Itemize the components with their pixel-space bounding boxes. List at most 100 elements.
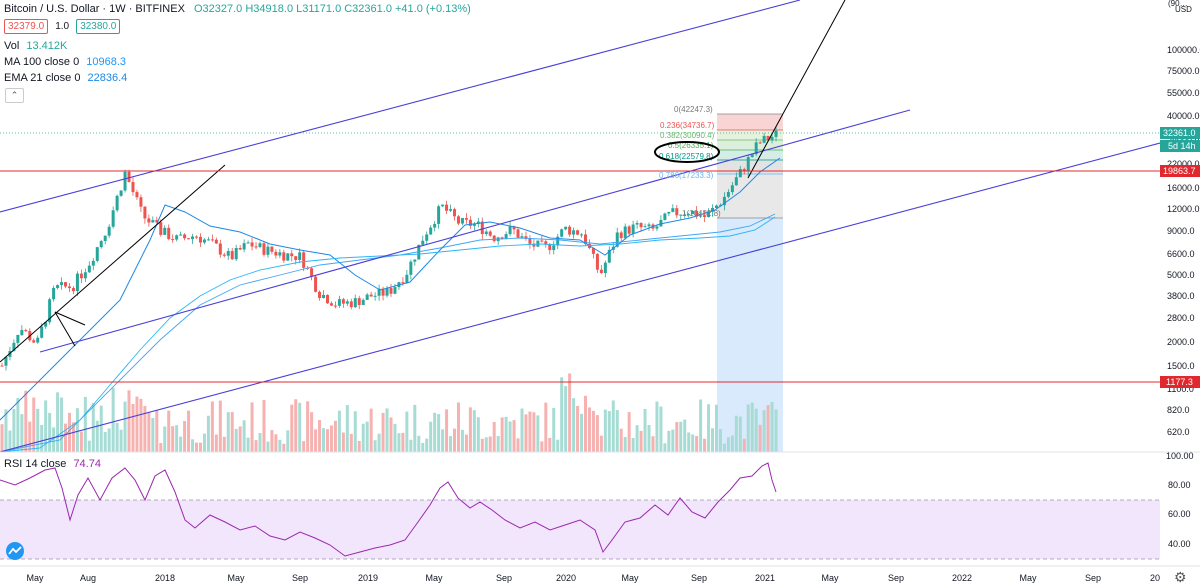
ema-legend[interactable]: EMA 21 close 0 22836.4 — [4, 72, 127, 84]
candle-body — [345, 301, 349, 304]
volume-bar — [552, 407, 556, 452]
price-tick: 620.0 — [1167, 427, 1190, 437]
gear-icon[interactable]: ⚙ — [1174, 569, 1187, 585]
rsi-legend[interactable]: RSI 14 close 74.74 — [4, 458, 101, 470]
candle-body — [99, 241, 103, 248]
buy-price-button[interactable]: 32380.0 — [76, 19, 121, 34]
candle-body — [679, 214, 683, 216]
volume-bar — [516, 438, 520, 452]
volume-bar — [699, 399, 703, 452]
price-tick: 16000.0 — [1167, 183, 1200, 193]
candle-body — [238, 247, 242, 250]
volume-bar — [504, 416, 508, 452]
price-tick: 12000.0 — [1167, 204, 1200, 214]
volume-bar — [556, 439, 560, 452]
volume-bar — [508, 421, 512, 452]
volume-bar — [222, 436, 226, 452]
volume-bar — [230, 412, 234, 452]
ema-value: 22836.4 — [87, 72, 128, 84]
volume-bar — [738, 416, 742, 452]
candle-body — [429, 227, 433, 235]
price-tick: 5000.0 — [1167, 270, 1195, 280]
volume-bar — [742, 438, 746, 452]
candle-body — [405, 274, 409, 283]
candle-body — [266, 246, 270, 255]
volume-bar — [524, 414, 528, 452]
volume-bar — [746, 404, 750, 452]
volume-bar — [234, 428, 238, 452]
time-tick: Sep — [888, 573, 904, 583]
candle-body — [437, 206, 441, 224]
candle-body — [377, 288, 381, 296]
candle-body — [476, 221, 480, 224]
candle-body — [595, 253, 599, 270]
volume-bar — [151, 418, 155, 452]
candle-body — [187, 238, 191, 240]
volume-bar — [274, 434, 278, 452]
volume-bar — [75, 408, 79, 452]
candle-body — [87, 265, 91, 273]
candle-body — [647, 224, 651, 227]
volume-bar — [302, 441, 306, 452]
volume-bar — [254, 440, 258, 452]
volume-bar — [405, 411, 409, 452]
candle-body — [607, 249, 611, 263]
candle-body — [12, 342, 16, 351]
volume-bar — [329, 425, 333, 452]
candle-body — [52, 287, 56, 300]
volume-bar — [167, 410, 171, 452]
volume-bar — [397, 433, 401, 452]
candle-body — [635, 223, 639, 225]
time-axis[interactable]: May Aug 2018 May Sep 2019 May Sep 2020 May Sep 2021… — [26, 573, 1160, 583]
volume-bar — [468, 407, 472, 452]
candle-body — [695, 210, 699, 217]
candle-body — [163, 227, 167, 235]
volume-bar — [417, 435, 421, 452]
volume-legend[interactable]: Vol 13.412K — [4, 40, 67, 52]
resistance-tag-text: 19863.7 — [1163, 166, 1196, 176]
candle-body — [286, 253, 290, 261]
candle-body — [262, 243, 266, 255]
candle-body — [409, 261, 413, 275]
candle-body — [310, 268, 314, 277]
candle-body — [504, 234, 508, 240]
rsi-tick-80: 80.00 — [1168, 480, 1191, 490]
volume-bar — [258, 433, 262, 452]
candle-body — [401, 282, 405, 284]
volume-bar — [774, 409, 778, 452]
candle-body — [24, 330, 28, 332]
rsi-tick-60: 60.00 — [1168, 509, 1191, 519]
candle-body — [75, 273, 79, 292]
tradingview-logo-icon[interactable] — [4, 542, 26, 560]
candle-body — [127, 171, 131, 183]
volume-bar — [683, 419, 687, 452]
rsi-tick-40: 40.00 — [1168, 539, 1191, 549]
fib-label-1: 1(10482.8) — [682, 209, 721, 218]
candle-body — [480, 221, 484, 235]
price-tick: 40000.0 — [1167, 111, 1200, 121]
volume-bar — [560, 377, 564, 452]
volume-bar — [294, 399, 298, 452]
candle-body — [147, 218, 151, 223]
parabolic-trend-line — [747, 0, 846, 179]
candle-body — [591, 248, 595, 254]
ma-legend[interactable]: MA 100 close 0 10968.3 — [4, 56, 126, 68]
symbol-title[interactable]: Bitcoin / U.S. Dollar · 1W · BITFINEX — [4, 3, 185, 15]
candle-body — [639, 223, 643, 228]
sell-price-button[interactable]: 32379.0 — [4, 19, 49, 34]
chevron-up-icon[interactable]: ⌃ — [5, 88, 24, 103]
resistance-tag — [1160, 165, 1200, 177]
candle-body — [655, 226, 659, 229]
candle-body — [123, 171, 127, 191]
candle-body — [202, 239, 206, 243]
price-tick: 100000.0 — [1167, 45, 1200, 55]
candle-body — [91, 260, 95, 266]
candle-body — [64, 282, 68, 287]
candle-body — [79, 273, 83, 279]
candle-body — [218, 243, 222, 255]
volume-bar — [714, 404, 718, 452]
volume-bar — [325, 429, 329, 452]
volume-bar — [472, 410, 476, 452]
time-tick: Aug — [80, 573, 96, 583]
